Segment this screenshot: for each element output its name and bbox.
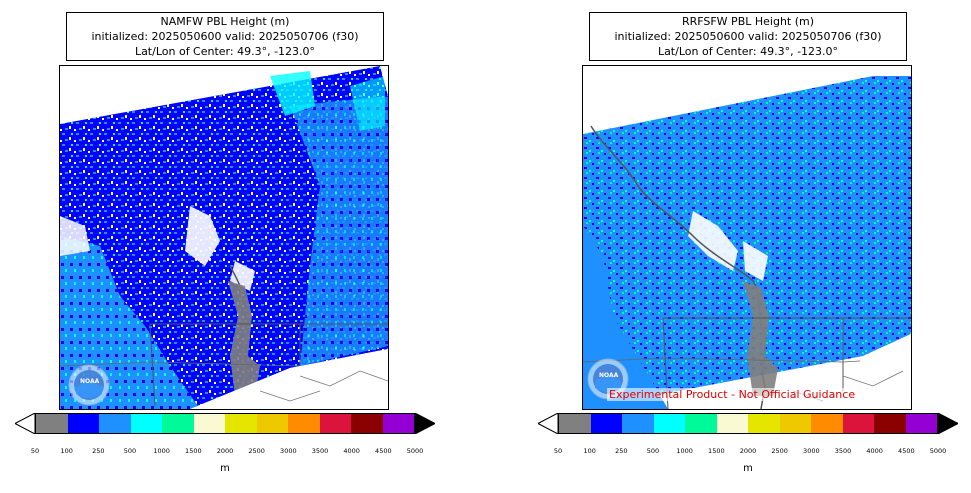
colorbar-over-arrow: [415, 413, 435, 434]
clear-region-1: [688, 211, 738, 271]
left-map-panel: NAMFW PBL Height (m) initialized: 202505…: [10, 0, 470, 493]
clear-region-2: [743, 241, 768, 281]
upper-left-clear: [583, 66, 643, 134]
colorbar-bin: [811, 414, 843, 433]
colorbar-bin: [905, 414, 937, 433]
cyan-patch-1: [270, 71, 315, 116]
colorbar-under-arrow: [538, 413, 558, 434]
noaa-logo-text: NOAA: [599, 372, 619, 379]
map-center: Lat/Lon of Center: 49.3°, -123.0°: [134, 45, 316, 58]
colorbar-under-arrow: [15, 413, 35, 434]
colorbar-tick-label: 4000: [343, 447, 360, 455]
colorbar-bin: [748, 414, 780, 433]
colorbar-tick-label: 100: [583, 447, 596, 455]
colorbar-bin: [130, 414, 162, 433]
colorbar-tick-label: 500: [123, 447, 137, 455]
map-title-box: RRFSFW PBL Height (m) initialized: 20250…: [589, 12, 907, 61]
colorbar-tick-label: 2500: [771, 447, 788, 455]
colorbar-tick-label: 250: [615, 447, 628, 455]
colorbar-tick-label: 3000: [280, 447, 297, 455]
colorbar-bin: [382, 414, 414, 433]
colorbar-left: [15, 413, 435, 434]
clear-region-1: [185, 206, 220, 266]
colorbar-tick-label: 4500: [898, 447, 915, 455]
colorbar-tick-label: 5000: [406, 447, 424, 455]
map-run-times: initialized: 2025050600 valid: 202505070…: [91, 30, 359, 43]
colorbar-bin: [842, 414, 874, 433]
colorbar-bin: [351, 414, 383, 433]
colorbar-tick-label: 2000: [739, 447, 757, 455]
colorbar-tick-label: 250: [92, 447, 105, 455]
colorbar-bin: [779, 414, 811, 433]
map-title: NAMFW PBL Height (m): [160, 15, 290, 28]
map-plot-area[interactable]: NOAA: [59, 65, 389, 410]
colorbar-tick-label: 1000: [153, 447, 170, 455]
colorbar-tick-label: 5000: [929, 447, 947, 455]
colorbar-bin: [590, 414, 622, 433]
map-center: Lat/Lon of Center: 49.3°, -123.0°: [657, 45, 839, 58]
colorbar-ticks-left: 50 100 250 500 1000 1500 2000 2500 3000 3500 4000 4…: [15, 447, 475, 457]
right-map-panel: RRFSFW PBL Height (m) initialized: 20250…: [533, 0, 971, 493]
outside-domain-bottom: [190, 349, 388, 409]
map-title-box: NAMFW PBL Height (m) initialized: 202505…: [66, 12, 384, 61]
colorbar-bin: [559, 414, 591, 433]
colorbar-tick-label: 2000: [216, 447, 234, 455]
colorbar-bin: [622, 414, 654, 433]
noaa-logo-icon: NOAA: [68, 364, 110, 406]
colorbar-unit: m: [743, 463, 753, 474]
colorbar-unit: m: [220, 463, 230, 474]
clear-region-2: [60, 216, 90, 256]
map-title: RRFSFW PBL Height (m): [681, 15, 815, 28]
outside-domain-corner: [380, 66, 388, 96]
colorbar-bin: [874, 414, 906, 433]
colorbar-bin: [256, 414, 288, 433]
colorbar-bin: [193, 414, 225, 433]
colorbar-tick-label: 50: [30, 447, 40, 455]
colorbar-tick-label: 1500: [185, 447, 202, 455]
puget-sound: [743, 281, 778, 396]
colorbar-tick-label: 3000: [803, 447, 820, 455]
colorbar-tick-label: 2500: [248, 447, 265, 455]
colorbar-bin: [288, 414, 320, 433]
colorbar-over-arrow: [938, 413, 958, 434]
colorbar-bin: [162, 414, 194, 433]
colorbar-bin: [99, 414, 131, 433]
colorbar-tick-label: 3500: [311, 447, 329, 455]
map-plot-area[interactable]: NOAA Experimental Product - Not Official…: [582, 65, 912, 410]
county-lines: [259, 370, 388, 402]
colorbar-bin: [36, 414, 68, 433]
colorbar-bin: [67, 414, 99, 433]
colorbar-tick-label: 100: [60, 447, 73, 455]
colorbar-bins: [558, 413, 938, 434]
colorbar-tick-label: 3500: [834, 447, 852, 455]
pbl-height-field: [60, 66, 388, 409]
pbl-height-field: [583, 66, 911, 409]
colorbar-tick-label: 1500: [708, 447, 725, 455]
map-run-times: initialized: 2025050600 valid: 202505070…: [614, 30, 882, 43]
colorbar-bin: [319, 414, 351, 433]
colorbar-ticks-right: 50 100 250 500 1000 1500 2000 2500 3000 3500 4000 4…: [538, 447, 971, 457]
colorbar-tick-label: 4500: [375, 447, 392, 455]
colorbar-tick-label: 50: [553, 447, 563, 455]
puget-sound: [228, 281, 260, 396]
colorbar-bin: [653, 414, 685, 433]
noaa-logo-text: NOAA: [80, 378, 100, 385]
interior-region: [290, 96, 388, 366]
colorbar-tick-label: 500: [646, 447, 660, 455]
model-domain: [583, 76, 911, 409]
colorbar-tick-label: 1000: [676, 447, 693, 455]
colorbar-bin: [225, 414, 257, 433]
colorbar-bins: [35, 413, 415, 434]
colorbar-bin: [716, 414, 748, 433]
experimental-disclaimer: Experimental Product - Not Official Guid…: [607, 388, 858, 401]
colorbar-tick-label: 4000: [866, 447, 883, 455]
colorbar-bin: [685, 414, 717, 433]
colorbar-right: [538, 413, 958, 434]
cyan-patch-2: [350, 76, 385, 131]
